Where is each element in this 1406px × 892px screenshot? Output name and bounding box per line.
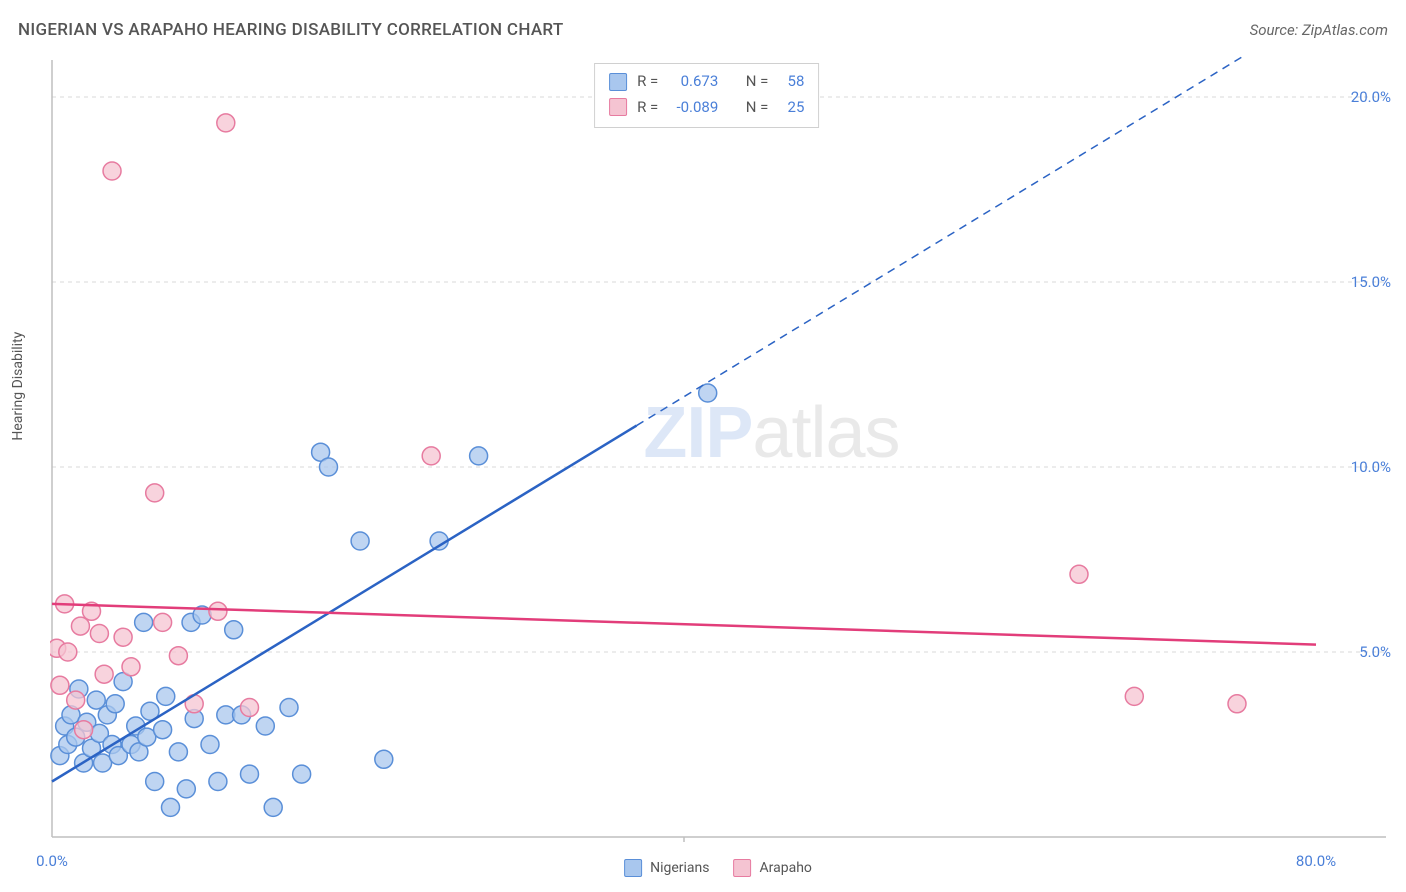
- x-tick-label: 80.0%: [1296, 852, 1336, 870]
- stat-n-value: 25: [778, 95, 804, 121]
- y-axis-label: Hearing Disability: [10, 331, 26, 440]
- stat-r-label: R =: [637, 69, 658, 95]
- stats-box: R = 0.673 N = 58 R = -0.089 N = 25: [594, 63, 819, 128]
- stats-row: R = -0.089 N = 25: [609, 95, 804, 121]
- stat-r-value: -0.089: [668, 95, 718, 121]
- series-swatch: [609, 98, 627, 116]
- y-tick-label: 15.0%: [1351, 273, 1391, 291]
- y-tick-label: 10.0%: [1351, 458, 1391, 476]
- stat-n-value: 58: [778, 69, 804, 95]
- stat-r-label: R =: [637, 95, 658, 121]
- legend-item: Nigerians: [624, 859, 709, 877]
- stat-n-label: N =: [746, 95, 769, 121]
- stats-row: R = 0.673 N = 58: [609, 69, 804, 95]
- y-tick-label: 5.0%: [1359, 643, 1391, 661]
- legend-swatch: [734, 859, 752, 877]
- series-swatch: [609, 73, 627, 91]
- chart-title: NIGERIAN VS ARAPAHO HEARING DISABILITY C…: [18, 20, 564, 40]
- x-tick-label: 0.0%: [36, 852, 68, 870]
- legend-swatch: [624, 859, 642, 877]
- legend-label: Arapaho: [760, 860, 812, 876]
- y-tick-label: 20.0%: [1351, 88, 1391, 106]
- series-legend: Nigerians Arapaho: [624, 859, 812, 877]
- stat-r-value: 0.673: [668, 69, 718, 95]
- chart-area: Hearing Disability ZIPatlas 0.0%80.0% 5.…: [50, 55, 1386, 842]
- scatter-plot: [50, 55, 1386, 842]
- chart-header: NIGERIAN VS ARAPAHO HEARING DISABILITY C…: [18, 20, 1388, 40]
- legend-item: Arapaho: [734, 859, 812, 877]
- legend-label: Nigerians: [650, 860, 709, 876]
- chart-source: Source: ZipAtlas.com: [1250, 21, 1388, 39]
- stat-n-label: N =: [746, 69, 769, 95]
